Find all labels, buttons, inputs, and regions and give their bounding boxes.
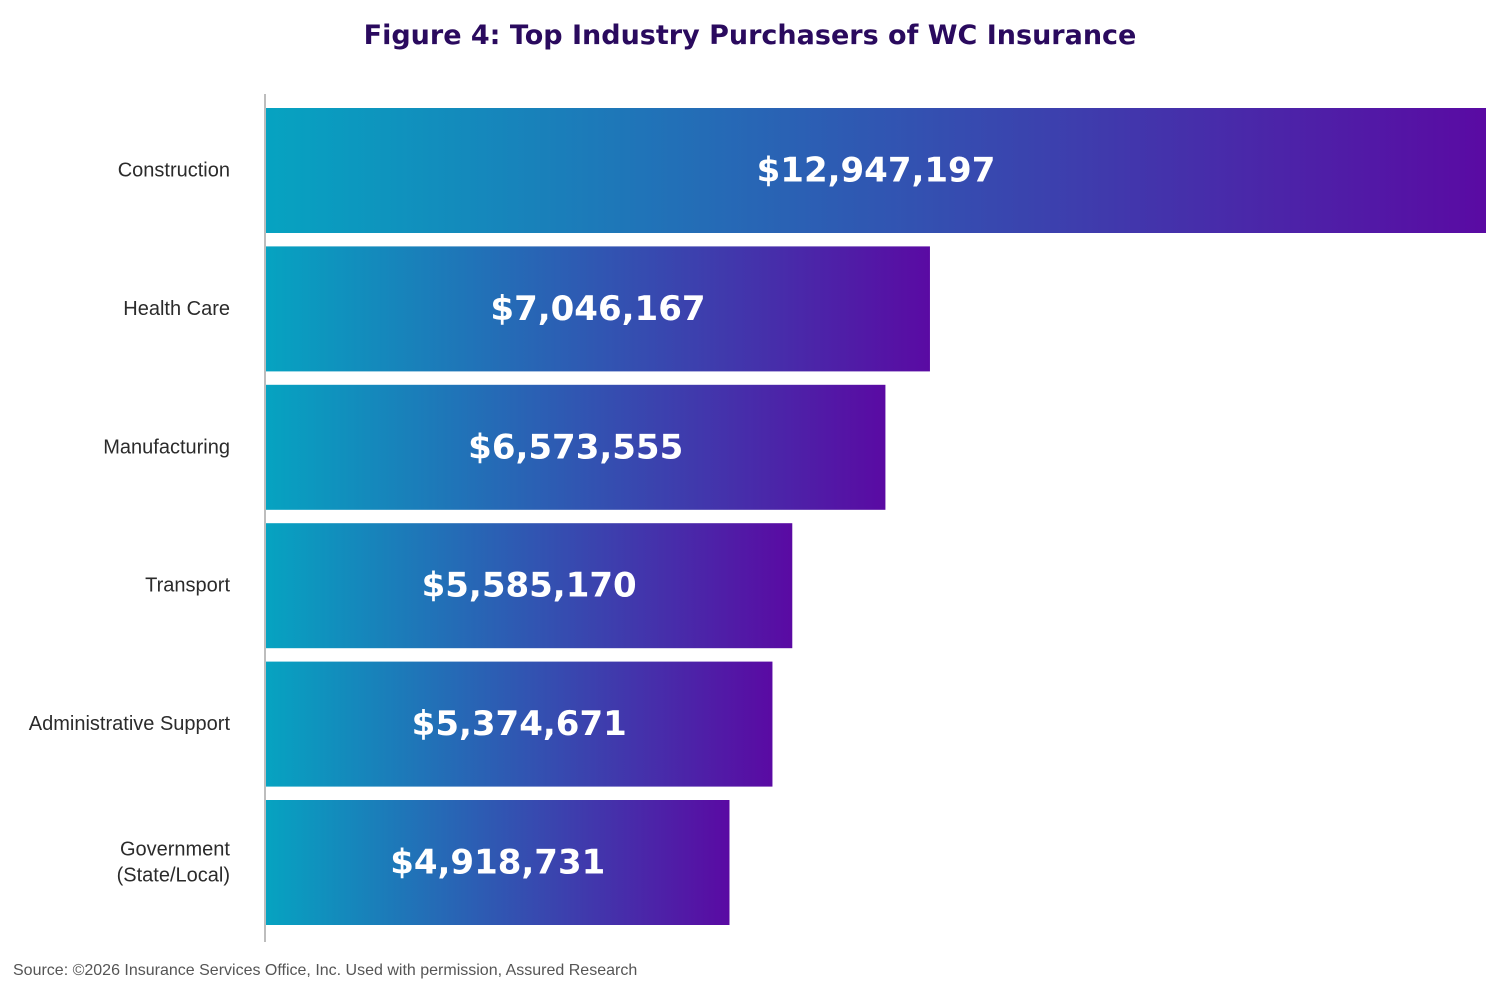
category-label-line: Health Care [123,298,230,320]
category-label: Construction [118,160,230,182]
category-label: Transport [145,575,230,597]
bar-value-label: $6,573,555 [468,427,683,467]
bar-value-label: $7,046,167 [490,289,705,329]
category-label: Government (State/Local) [117,839,231,887]
bar-value-label: $4,918,731 [390,843,605,883]
bar-2 [266,384,886,510]
bar-value-label: $12,947,197 [757,151,996,191]
category-label-line: Transport [145,575,230,597]
category-label-line: Construction [118,160,230,182]
category-label-line: Manufacturing [103,436,230,458]
category-label: Health Care [123,298,230,320]
bar-0 [266,108,1486,233]
bar-5 [266,800,730,925]
category-label: Manufacturing [103,436,230,458]
bar-value-label: $5,374,671 [412,704,627,744]
bar-4 [266,661,773,787]
category-label-line: Administrative Support [29,713,231,735]
bar-value-label: $5,585,170 [422,566,637,606]
category-label: Administrative Support [29,713,231,735]
category-label-line: (State/Local) [117,865,230,887]
bar-1 [266,246,930,372]
category-label-line: Government [120,839,230,861]
chart-title: Figure 4: Top Industry Purchasers of WC … [363,20,1137,51]
bar-3 [266,523,793,649]
source-note: Source: ©2026 Insurance Services Office,… [13,962,638,979]
